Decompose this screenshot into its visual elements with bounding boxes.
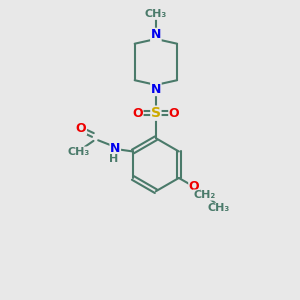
Text: CH₂: CH₂	[193, 190, 216, 200]
Text: CH₃: CH₃	[67, 147, 90, 157]
Text: O: O	[169, 107, 179, 120]
Text: N: N	[151, 28, 161, 41]
Text: CH₃: CH₃	[145, 9, 167, 19]
Text: O: O	[76, 122, 86, 135]
Text: N: N	[110, 142, 121, 155]
Text: O: O	[132, 107, 143, 120]
Text: S: S	[151, 106, 161, 120]
Text: H: H	[109, 154, 119, 164]
Text: O: O	[189, 180, 200, 193]
Text: CH₃: CH₃	[208, 203, 230, 213]
Text: N: N	[151, 82, 161, 95]
